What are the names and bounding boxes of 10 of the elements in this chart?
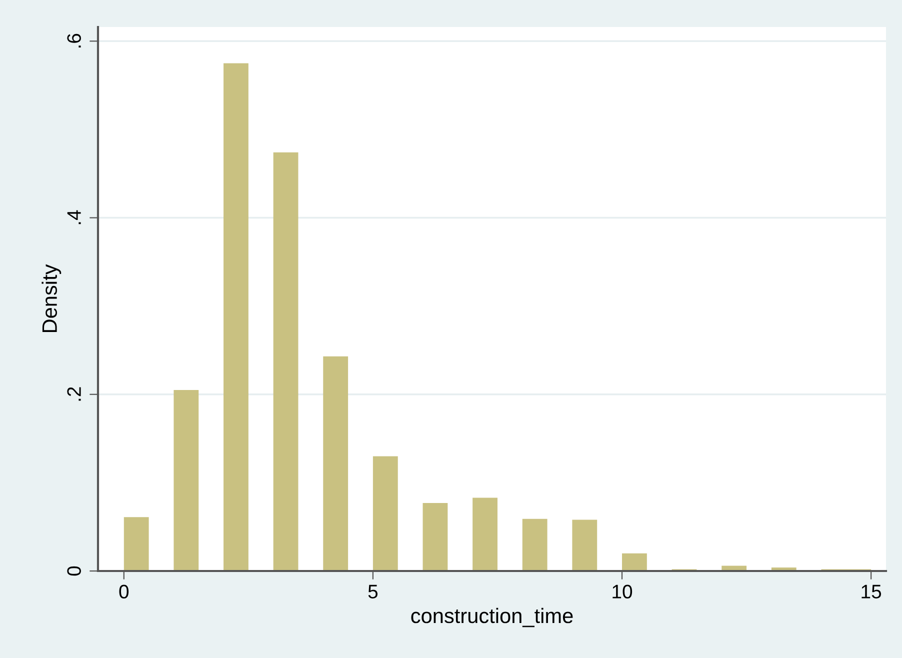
y-tick-label: 0 [67, 566, 81, 576]
x-tick-label: 10 [612, 584, 632, 598]
y-tick-label: .4 [67, 210, 81, 224]
y-tick-label: .6 [67, 34, 81, 48]
x-tick-label: 15 [862, 584, 882, 598]
y-tick-label: .2 [67, 387, 81, 401]
x-axis-title: construction_time [411, 608, 573, 628]
x-tick-label: 5 [368, 584, 378, 598]
y-axis-title: Density [42, 264, 62, 332]
x-tick-label: 0 [119, 584, 129, 598]
